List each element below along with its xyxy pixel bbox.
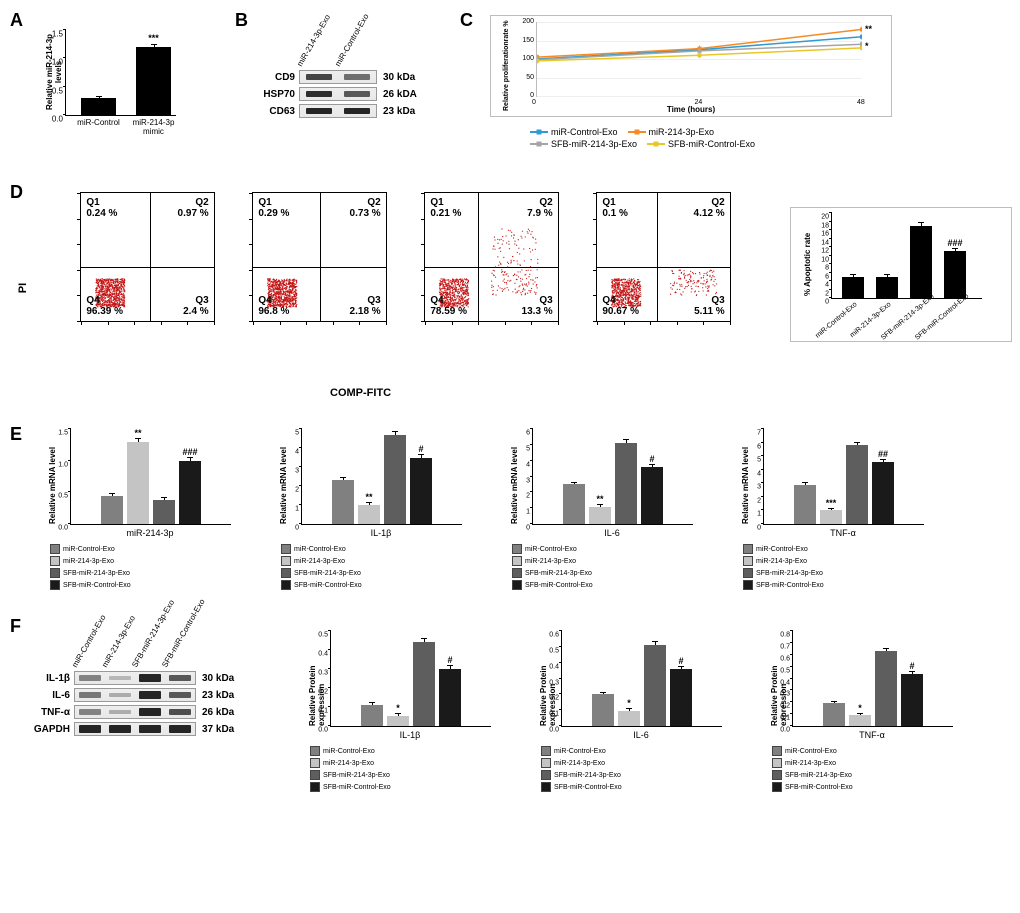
panel-b-label: B xyxy=(235,10,248,31)
panel-d-plots: Q10.24 %Q20.97 %Q32.4 %Q496.39 %Q10.29 %… xyxy=(60,187,748,344)
panel-c-xlabel: Time (hours) xyxy=(667,105,715,114)
panel-d-bar: 02468101214161820miR-Control-ExomiR-214-… xyxy=(790,207,1012,342)
figure-container: A 0.00.51.01.5miR-ControlmiR-214-3pmimic… xyxy=(10,10,1010,806)
panel-b-blot: miR-214-3p-ExomiR-Control-ExoCD930 kDaHS… xyxy=(255,70,417,121)
panel-c-label: C xyxy=(460,10,473,31)
panel-a-label: A xyxy=(10,10,23,31)
panel-d-bar-chart: 02468101214161820miR-Control-ExomiR-214-… xyxy=(831,213,982,299)
panel-e-label: E xyxy=(10,424,22,445)
panel-a-ylabel: Relative miR-214-3plevels xyxy=(45,34,63,110)
panel-e-charts: 0.00.51.01.5**###Relative mRNA levelmiR-… xyxy=(40,429,924,575)
panel-c-legend: miR-Control-ExomiR-214-3p-ExoSFB-miR-214… xyxy=(530,125,910,149)
panel-d-xlabel: COMP-FITC xyxy=(330,387,391,399)
panel-f-blot: miR-Control-ExomiR-214-3p-ExoSFB-miR-214… xyxy=(30,671,234,739)
panel-d-ylabel: PI xyxy=(17,283,29,293)
panel-d-label: D xyxy=(10,182,23,203)
panel-a-chart: 0.00.51.01.5miR-ControlmiR-214-3pmimic**… xyxy=(65,30,176,116)
panel-c-chart: 05010015020002448*** Relative proliferat… xyxy=(490,15,892,117)
panel-c-ylabel: Relative proliferationrate % xyxy=(503,20,510,111)
panel-f-charts: 0.00.10.20.30.40.5*#Relative Proteinexpr… xyxy=(300,631,953,777)
panel-f-label: F xyxy=(10,616,21,637)
panel-d-bar-ylabel: % Apoptotic rate xyxy=(803,233,812,296)
